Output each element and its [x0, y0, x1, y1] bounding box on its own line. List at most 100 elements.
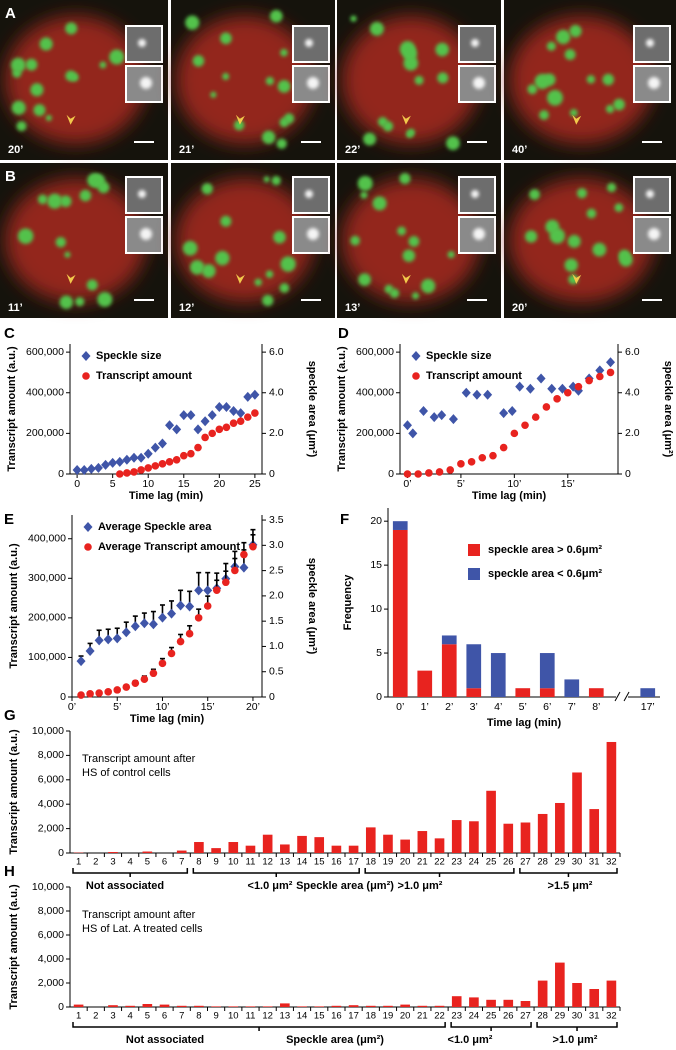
chart: H 0 2,000 4,000 6,000 8,000 10,000 Transcript a… — [4, 863, 621, 1046]
circle-marker — [596, 372, 604, 381]
group-bracket — [519, 868, 618, 877]
circle-marker — [187, 449, 195, 458]
speckle — [55, 236, 67, 248]
diamond-marker — [108, 457, 118, 468]
bar — [125, 1005, 135, 1007]
arrowhead — [401, 273, 411, 284]
circle-marker — [435, 468, 444, 476]
bar — [262, 834, 273, 853]
speckle — [382, 121, 394, 132]
legend-label: speckle area < 0.6μm² — [488, 568, 602, 580]
diamond-marker — [148, 619, 158, 630]
y2-tick-label: 2.0 — [269, 590, 284, 602]
diamond-marker — [239, 562, 249, 573]
x-axis-title: Time lag (min) — [487, 717, 562, 729]
speckle — [372, 196, 387, 211]
speckle — [280, 48, 288, 57]
circle-marker — [194, 614, 203, 622]
bar — [245, 845, 256, 853]
circle-marker — [563, 388, 572, 397]
annotation: HS of control cells — [82, 767, 171, 779]
speckle — [37, 194, 48, 205]
x-tick-label: 4 — [128, 1011, 133, 1022]
circle-marker — [203, 602, 212, 610]
speckle — [602, 73, 615, 86]
circle-marker — [510, 429, 519, 438]
x-tick-label: 11 — [246, 1011, 256, 1022]
y-tick-label: 600,000 — [356, 346, 394, 358]
x-tick-label: 9 — [213, 1011, 218, 1022]
inset-spot — [646, 39, 654, 47]
axis-break — [614, 691, 621, 702]
bar-segment — [441, 644, 457, 697]
y-tick-label: 5 — [376, 647, 382, 659]
circle-marker — [104, 688, 112, 696]
group-bracket — [364, 868, 515, 877]
bar — [159, 1004, 170, 1007]
speckle — [189, 260, 205, 275]
x-tick-label: 15 — [178, 478, 190, 490]
annotation: Transcript amount after — [82, 753, 196, 765]
diamond-marker — [203, 585, 213, 596]
bar — [451, 820, 462, 853]
inset-spot — [473, 228, 485, 240]
speckle — [17, 228, 34, 244]
circle-marker — [478, 453, 487, 462]
diamond-marker — [103, 634, 113, 645]
speckle — [16, 121, 27, 132]
x-tick-label: 5 — [145, 1011, 150, 1022]
y2-tick-label: 1.0 — [269, 640, 284, 652]
speckle — [254, 278, 262, 286]
y-tick-label: 10,000 — [32, 881, 64, 893]
speckle — [64, 251, 71, 258]
x-tick-label: 0’ — [403, 478, 411, 490]
bar — [297, 1006, 307, 1007]
arrowhead — [572, 114, 582, 125]
group-bracket — [72, 868, 189, 877]
diamond-marker — [186, 410, 196, 421]
x-tick-label: 4’ — [494, 701, 502, 713]
bar-segment — [392, 529, 408, 697]
y2-tick-label: 0.5 — [269, 666, 284, 678]
y-tick-label: 0 — [376, 691, 382, 703]
y2-tick-label: 2.0 — [269, 427, 284, 439]
diamond-marker — [536, 373, 546, 384]
bar-segment — [490, 653, 506, 697]
diamond-marker — [93, 462, 103, 473]
x-tick-label: 8’ — [592, 701, 600, 713]
x-tick-label: 10’ — [155, 701, 169, 713]
y-tick-label: 15 — [370, 559, 382, 571]
y2-tick-label: 0 — [269, 468, 275, 480]
x-tick-label: 20’ — [246, 701, 260, 713]
y2-axis-title: speckle area (μm²) — [306, 558, 318, 655]
speckle — [262, 130, 276, 145]
y-tick-label: 400,000 — [26, 387, 64, 399]
speckle — [39, 37, 53, 51]
inset-spot — [140, 228, 152, 240]
inset-spot — [305, 190, 313, 198]
panel-label: G — [4, 707, 16, 724]
y-tick-label: 8,000 — [38, 749, 64, 761]
x-tick-label: 27 — [520, 857, 531, 868]
circle-marker — [131, 679, 140, 687]
circle-marker — [122, 683, 131, 691]
y2-tick-label: 4.0 — [625, 387, 640, 399]
diamond-marker — [121, 627, 131, 638]
inset-spot — [473, 77, 485, 89]
circle-marker — [130, 468, 138, 476]
chart: F 0 5 10 15 20 Frequency Time lag (min) 0’ 1’ 2’ 3’… — [340, 508, 660, 729]
speckle — [358, 273, 372, 287]
x-tick-label: 2 — [93, 1011, 98, 1022]
bar — [469, 821, 479, 853]
speckle — [408, 235, 420, 247]
panel-label: D — [338, 325, 349, 342]
y-tick-label: 100,000 — [28, 651, 66, 663]
speckle — [397, 226, 407, 236]
bar — [417, 1005, 428, 1007]
bar-segment — [441, 635, 457, 645]
legend-label: Transcript amount — [96, 370, 192, 382]
time-label: 13’ — [345, 302, 360, 314]
legend-marker — [412, 372, 420, 380]
circle-marker — [115, 470, 124, 478]
diamond-marker — [408, 428, 418, 439]
